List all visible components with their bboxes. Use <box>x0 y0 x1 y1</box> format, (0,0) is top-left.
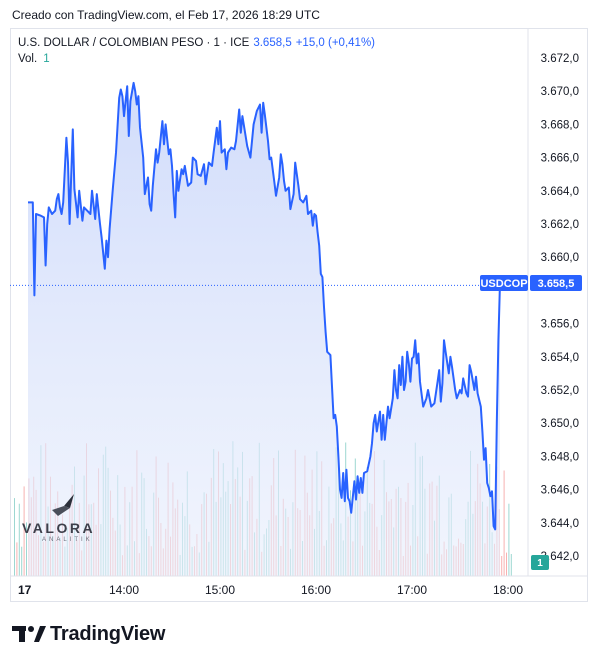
volume-bar <box>18 503 20 576</box>
volume-bar <box>23 486 25 576</box>
y-tick-label: 3.668,0 <box>541 119 579 131</box>
volume-bar <box>21 546 23 576</box>
x-tick-label: 14:00 <box>109 583 139 597</box>
y-tick-label: 3.644,0 <box>541 518 579 530</box>
price-label: USDCOP 3.658,5 <box>480 275 582 291</box>
chart-legend: U.S. DOLLAR / COLOMBIAN PESO · 1 · ICE 3.… <box>18 35 375 67</box>
volume-bar <box>508 503 510 576</box>
volume-bar <box>26 522 27 576</box>
volume-bar <box>501 556 503 576</box>
y-tick-label: 3.654,0 <box>541 352 579 364</box>
valora-name: VALORA <box>22 520 96 536</box>
volume-bar <box>14 498 15 576</box>
volume-legend-label: Vol. <box>18 53 38 65</box>
volume-bar <box>503 470 505 576</box>
volume-bar <box>506 552 507 576</box>
valora-logo-icon <box>52 494 74 516</box>
y-tick-label: 3.656,0 <box>541 319 579 331</box>
volume-label: 1 <box>531 555 549 570</box>
x-tick-label: 17:00 <box>397 583 427 597</box>
x-tick-label: 17 <box>18 583 32 597</box>
y-tick-label: 3.670,0 <box>541 86 579 98</box>
chart-frame <box>10 28 588 602</box>
y-tick-label: 3.646,0 <box>541 485 579 497</box>
y-tick-label: 3.650,0 <box>541 418 579 430</box>
volume-bar <box>16 542 18 576</box>
price-line <box>28 81 501 531</box>
volume-bar <box>510 554 512 576</box>
price-label-ticker: USDCOP <box>480 278 527 290</box>
y-tick-label: 3.664,0 <box>541 186 579 198</box>
price-change: +15,0 (+0,41%) <box>295 37 375 49</box>
price-label-value: 3.658,5 <box>538 278 575 290</box>
price-axis[interactable]: 3.672,0 3.670,0 3.668,0 3.666,0 3.664,0 3.662… <box>541 53 579 563</box>
y-tick-label: 3.662,0 <box>541 219 579 231</box>
volume-legend-value: 1 <box>43 53 50 65</box>
x-tick-label: 18:00 <box>493 583 523 597</box>
y-tick-label: 3.652,0 <box>541 385 579 397</box>
price-area-fill <box>28 82 500 577</box>
time-axis[interactable]: 17 14:00 15:00 16:00 17:00 18:00 <box>18 583 523 597</box>
y-tick-label: 3.666,0 <box>541 153 579 165</box>
y-tick-label: 3.660,0 <box>541 252 579 264</box>
y-tick-label: 3.672,0 <box>541 53 579 65</box>
tradingview-logo[interactable]: TradingView <box>12 622 165 646</box>
x-tick-label: 15:00 <box>205 583 235 597</box>
y-tick-label: 3.648,0 <box>541 451 579 463</box>
created-caption: Creado con TradingView.com, el Feb 17, 2… <box>12 8 320 22</box>
y-tick-label: 3.642,0 <box>541 551 579 563</box>
tradingview-wordmark: TradingView <box>50 622 166 645</box>
symbol-description: U.S. DOLLAR / COLOMBIAN PESO · 1 · ICE <box>18 37 250 49</box>
volume-label-value: 1 <box>537 558 543 569</box>
last-price: 3.658,5 <box>253 37 292 49</box>
x-tick-label: 16:00 <box>301 583 331 597</box>
tradingview-logo-icon <box>12 626 46 642</box>
valora-subtitle: ANALITIK <box>42 537 93 543</box>
